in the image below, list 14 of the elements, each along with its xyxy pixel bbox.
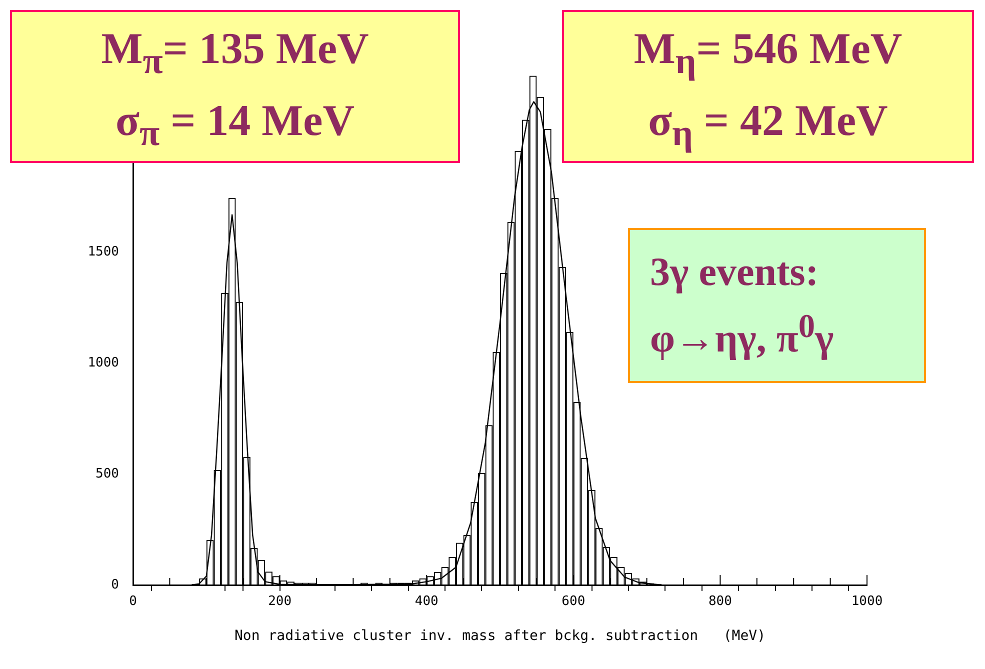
y-tick-label: 500 — [96, 466, 119, 482]
x-axis-title: Non radiative cluster inv. mass after bckg. subtraction (MeV) — [234, 628, 766, 644]
note-box: 3γ events: φ→ηγ, π$^{0}$γ — [628, 228, 926, 383]
x-tick-label: 600 — [562, 594, 586, 610]
x-tick-label: 0 — [129, 594, 137, 610]
x-tick-label: 200 — [268, 594, 292, 610]
x-tick-label: 800 — [708, 594, 732, 610]
y-tick-label: 1500 — [88, 244, 119, 260]
y-tick-label: 0 — [111, 577, 119, 592]
y-tick-label: 1000 — [88, 355, 119, 370]
note-box: M$_{η}$= 546 MeV σ$_{η}$ = 42 MeV — [562, 10, 974, 163]
x-tick-label: 1000 — [851, 594, 883, 610]
note-box: M$_{π}$= 135 MeV σ$_{π}$ = 14 MeV — [10, 10, 460, 163]
x-tick-label: 400 — [414, 594, 438, 610]
